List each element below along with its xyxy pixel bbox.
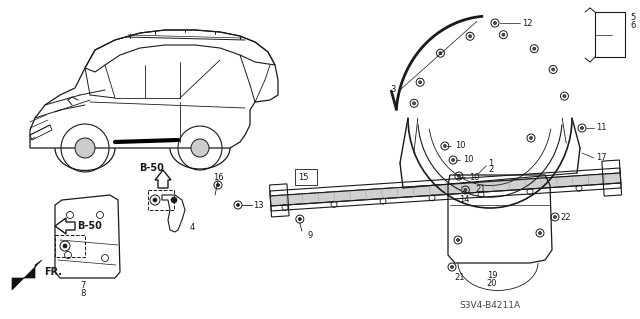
Text: 2: 2 <box>488 165 493 174</box>
Circle shape <box>538 232 541 234</box>
Circle shape <box>237 204 239 206</box>
Text: 21: 21 <box>454 272 465 281</box>
Circle shape <box>554 216 557 219</box>
Circle shape <box>298 218 301 221</box>
Circle shape <box>580 127 584 130</box>
Circle shape <box>439 52 442 55</box>
Text: S3V4-B4211A: S3V4-B4211A <box>460 300 520 309</box>
Text: 4: 4 <box>190 224 195 233</box>
Text: 22: 22 <box>560 212 570 221</box>
Circle shape <box>464 189 467 191</box>
Circle shape <box>171 197 177 203</box>
Circle shape <box>191 139 209 157</box>
Circle shape <box>532 47 536 50</box>
Circle shape <box>552 68 555 71</box>
Circle shape <box>413 102 415 105</box>
Text: B-50: B-50 <box>140 163 164 173</box>
Text: 3: 3 <box>390 85 396 94</box>
Text: 14: 14 <box>460 196 470 204</box>
Polygon shape <box>270 173 621 206</box>
Text: 1: 1 <box>488 159 493 168</box>
Circle shape <box>529 137 532 139</box>
Text: 19: 19 <box>487 271 497 279</box>
Circle shape <box>419 81 422 84</box>
Circle shape <box>216 183 220 187</box>
Circle shape <box>75 138 95 158</box>
Circle shape <box>451 265 454 269</box>
Circle shape <box>456 239 460 241</box>
Circle shape <box>468 35 472 38</box>
Text: 10: 10 <box>469 173 480 182</box>
Text: 9: 9 <box>308 231 313 240</box>
Text: 8: 8 <box>80 290 86 299</box>
Text: FR.: FR. <box>44 267 62 277</box>
Text: 17: 17 <box>596 153 607 162</box>
Text: B-50: B-50 <box>77 221 102 231</box>
Polygon shape <box>12 260 42 290</box>
Circle shape <box>493 21 497 25</box>
Text: 10: 10 <box>463 155 474 165</box>
Circle shape <box>444 145 447 147</box>
Text: 20: 20 <box>487 278 497 287</box>
Text: 15: 15 <box>298 173 308 182</box>
Text: 21: 21 <box>475 186 486 195</box>
Text: 11: 11 <box>596 123 607 132</box>
Text: 12: 12 <box>522 19 532 27</box>
Text: 13: 13 <box>253 201 264 210</box>
Text: 6: 6 <box>630 21 636 31</box>
Circle shape <box>452 159 454 161</box>
Circle shape <box>563 95 566 98</box>
Circle shape <box>153 198 157 202</box>
Text: 16: 16 <box>212 174 223 182</box>
Text: 10: 10 <box>456 142 466 151</box>
Circle shape <box>502 33 505 36</box>
Circle shape <box>63 244 67 248</box>
Circle shape <box>458 174 460 177</box>
Text: 7: 7 <box>80 280 86 290</box>
Text: 5: 5 <box>630 13 636 23</box>
